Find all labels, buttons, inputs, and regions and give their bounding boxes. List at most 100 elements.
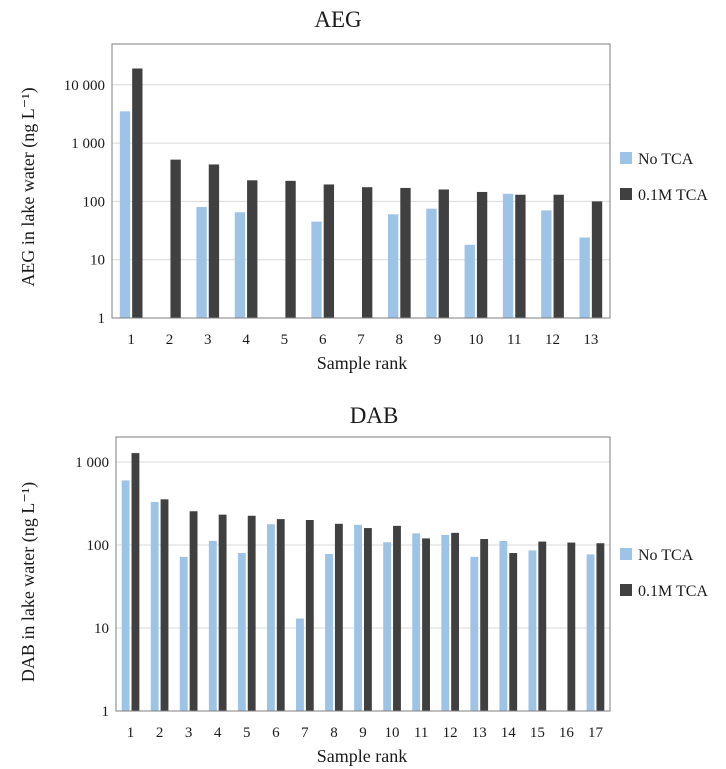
bar-no-tca-sample-12 [541,210,552,318]
legend: No TCA 0.1M TCA [620,151,708,204]
legend-label-tca: 0.1M TCA [638,583,708,600]
bar-tca-sample-4 [218,514,227,711]
bar-no-tca-sample-8 [387,214,399,318]
x-tick-label: 7 [357,332,365,348]
bar-tca-sample-12 [451,532,460,711]
bar-no-tca-sample-11 [412,533,421,711]
bar-tca-sample-8 [400,187,411,318]
x-tick-label: 13 [583,332,598,348]
bar-tca-sample-3 [189,511,198,711]
bar-tca-sample-1 [132,68,143,319]
bar-tca-sample-1 [131,453,140,711]
x-axis-label: Sample rank [317,353,407,373]
legend-label-no-tca: No TCA [638,547,694,564]
bar-tca-sample-13 [480,539,489,711]
bar-no-tca-sample-3 [196,207,207,318]
bar-no-tca-sample-1 [121,480,130,711]
bar-no-tca-sample-11 [502,193,514,318]
bar-no-tca-sample-13 [579,237,590,318]
bar-no-tca-sample-14 [499,540,508,711]
x-tick-label: 3 [185,725,193,741]
x-tick-label: 4 [242,332,250,348]
x-tick-label: 8 [330,725,338,741]
legend-swatch-no-tca [620,152,632,164]
bar-tca-sample-16 [567,542,576,711]
x-tick-label: 6 [272,725,280,741]
x-tick-label: 5 [243,725,251,741]
bar-no-tca-sample-5 [237,553,246,711]
x-tick-label: 15 [530,725,545,741]
x-tick-label: 1 [127,725,135,741]
plot-border [115,436,611,712]
x-tick-label: 14 [501,725,517,741]
bar-tca-sample-8 [334,523,343,711]
x-tick-label: 1 [127,332,135,348]
legend: No TCA 0.1M TCA [620,547,708,600]
y-tick-label: 10 [90,253,105,269]
y-tick-label: 10 000 [64,78,105,94]
bar-no-tca-sample-6 [311,221,322,318]
chart-title: AEG [314,7,361,32]
bar-no-tca-sample-10 [464,244,475,318]
x-tick-label: 16 [559,725,575,741]
bar-tca-sample-2 [160,499,169,711]
bar-tca-sample-15 [538,541,547,711]
x-tick-label: 4 [214,725,222,741]
bar-no-tca-sample-1 [119,111,131,319]
bar-no-tca-sample-9 [426,208,437,318]
x-tick-label: 11 [507,332,521,348]
bar-tca-sample-13 [591,201,603,318]
bar-no-tca-sample-13 [470,556,479,711]
x-tick-label: 12 [545,332,560,348]
bar-tca-sample-7 [362,187,373,318]
y-tick-label: 1 [98,311,106,327]
x-tick-label: 12 [443,725,458,741]
y-tick-label: 10 [94,621,109,637]
y-axis-label: DAB in lake water (ng L⁻¹) [18,482,39,682]
bar-tca-sample-9 [438,189,449,318]
x-tick-label: 10 [385,725,400,741]
x-tick-label: 10 [468,332,483,348]
x-tick-label: 9 [434,332,442,348]
bar-tca-sample-11 [515,194,526,318]
x-tick-label: 2 [166,332,174,348]
bar-no-tca-sample-15 [528,550,537,711]
bar-tca-sample-4 [247,180,258,318]
y-tick-label: 100 [87,538,110,554]
x-tick-label: 5 [281,332,289,348]
legend-swatch-tca [620,188,632,200]
bar-tca-sample-3 [208,164,220,318]
bar-tca-sample-17 [596,543,605,711]
bar-no-tca-sample-10 [383,542,392,711]
bar-tca-sample-6 [323,184,335,318]
bar-no-tca-sample-6 [266,524,275,711]
bar-tca-sample-11 [422,538,430,711]
y-tick-label: 100 [83,194,106,210]
x-axis-label: Sample rank [317,746,407,766]
bar-tca-sample-5 [247,515,256,711]
y-tick-label: 1 [102,704,110,720]
bar-no-tca-sample-9 [354,524,362,711]
bar-no-tca-sample-7 [296,618,304,711]
legend-swatch-no-tca [620,548,632,560]
legend-label-no-tca: No TCA [638,151,694,168]
bar-no-tca-sample-4 [208,540,217,711]
bar-tca-sample-5 [285,180,296,318]
bar-no-tca-sample-2 [150,501,159,711]
chart-title: DAB [350,403,399,428]
bar-no-tca-sample-4 [234,212,246,318]
legend-label-tca: 0.1M TCA [638,187,708,204]
y-axis-label: AEG in lake water (ng L⁻¹) [18,87,39,286]
bar-tca-sample-6 [276,519,285,711]
bar-tca-sample-10 [393,525,401,711]
bar-tca-sample-14 [509,553,518,711]
bar-no-tca-sample-17 [586,554,595,711]
bar-no-tca-sample-12 [441,534,450,711]
bar-tca-sample-12 [553,194,564,318]
bar-tca-sample-7 [305,520,314,711]
